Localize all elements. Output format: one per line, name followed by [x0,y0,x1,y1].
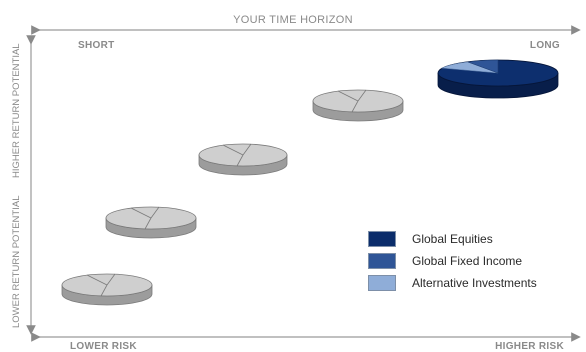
slice-divider [106,273,116,286]
legend-item-global-fixed-income: Global Fixed Income [368,250,537,272]
slice-divider [337,90,359,102]
fixed-income-slice [467,59,499,74]
legend-swatch [368,253,396,269]
slice-divider [236,154,244,167]
higher-risk-label: HIGHER RISK [495,341,564,352]
legend: Global Equities Global Fixed Income Alte… [368,228,537,294]
lower-risk-label: LOWER RISK [70,341,137,352]
legend-label: Alternative Investments [412,276,537,290]
balanced-portfolio-pie [198,143,288,176]
balanced-portfolio-pie [312,89,404,122]
slice-divider [86,274,108,286]
slice-divider [222,144,244,156]
slice-divider [150,206,160,219]
short-label: SHORT [78,40,115,51]
legend-swatch [368,275,396,291]
balanced-portfolio-pie [105,206,197,239]
legend-item-global-equities: Global Equities [368,228,537,250]
legend-label: Global Fixed Income [412,254,523,268]
legend-item-alternative-investments: Alternative Investments [368,272,537,294]
equities-portfolio-pie [437,59,559,99]
slice-divider [351,100,359,113]
legend-label: Global Equities [412,232,493,246]
slice-divider [144,217,152,230]
long-label: LONG [529,40,560,51]
slice-divider [357,89,367,102]
slice-divider [100,284,108,297]
balanced-portfolio-pie [61,273,153,306]
slice-divider [242,143,252,156]
slice-divider [130,207,152,219]
legend-swatch [368,231,396,247]
time-horizon-title: YOUR TIME HORIZON [233,14,353,26]
